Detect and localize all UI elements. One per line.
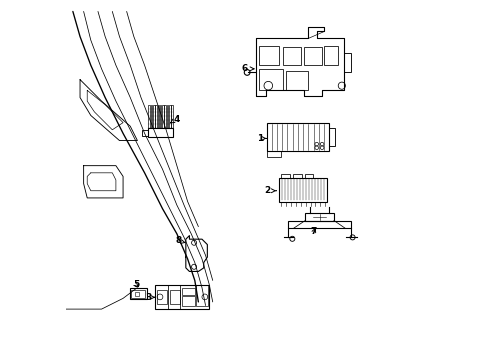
Bar — [288, 221, 351, 228]
Bar — [129, 288, 147, 299]
Bar — [182, 296, 195, 306]
Bar — [155, 105, 157, 128]
Text: 3: 3 — [146, 293, 155, 302]
Bar — [324, 45, 338, 65]
Bar — [304, 174, 314, 178]
Bar — [267, 151, 281, 157]
Bar — [160, 105, 161, 128]
Bar — [283, 47, 300, 65]
Bar — [148, 128, 173, 137]
Bar — [343, 53, 351, 72]
Text: 2: 2 — [265, 186, 276, 195]
Bar — [153, 105, 154, 128]
Bar — [167, 105, 168, 128]
Bar — [157, 290, 167, 304]
Bar — [329, 128, 335, 146]
Bar — [259, 45, 279, 65]
Bar — [142, 130, 148, 136]
Bar — [286, 71, 308, 90]
Bar — [170, 290, 180, 304]
Bar — [151, 105, 152, 128]
Bar — [148, 105, 150, 128]
Bar — [169, 105, 171, 128]
Text: 6: 6 — [241, 64, 254, 73]
Bar — [304, 47, 322, 65]
Bar — [305, 213, 334, 221]
Bar — [155, 285, 209, 309]
Bar — [182, 288, 195, 296]
Bar — [131, 290, 145, 298]
Bar — [259, 69, 283, 90]
Bar — [196, 285, 208, 306]
Bar — [157, 105, 159, 128]
Text: 5: 5 — [133, 280, 139, 289]
Bar — [162, 105, 164, 128]
Bar — [171, 105, 173, 128]
Bar — [164, 105, 166, 128]
Text: 4: 4 — [171, 114, 180, 123]
Bar — [279, 178, 327, 202]
Bar — [135, 292, 140, 296]
Bar — [267, 123, 329, 151]
Bar — [293, 174, 302, 178]
Bar — [281, 174, 290, 178]
Text: 8: 8 — [175, 237, 185, 246]
Text: 1: 1 — [257, 134, 266, 143]
Text: 7: 7 — [311, 228, 317, 237]
